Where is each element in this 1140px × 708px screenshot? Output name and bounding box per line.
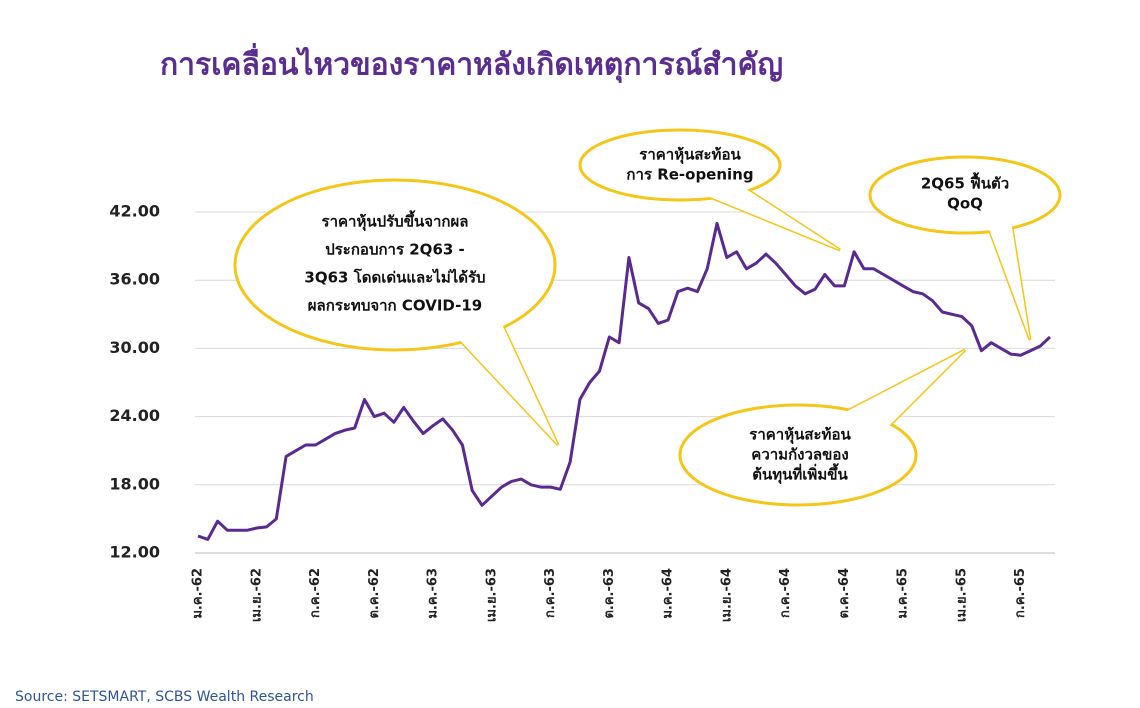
price-line — [197, 221, 1052, 541]
x-tick-label: ต.ค.-62 — [367, 568, 382, 619]
x-tick-label: ม.ค.-65 — [896, 568, 911, 619]
annotation-text: 3Q63 โดดเด่นและไม่ได้รับ — [304, 268, 485, 287]
x-tick-label: ต.ค.-64 — [837, 568, 852, 619]
y-tick-label: 24.00 — [109, 406, 160, 425]
annotation-text: ราคาหุ้นปรับขึ้นจากผล — [322, 210, 469, 232]
x-tick-label: ก.ค.-62 — [308, 568, 323, 618]
x-tick-label: ก.ค.-64 — [778, 568, 793, 618]
y-tick-label: 18.00 — [109, 474, 160, 493]
annotation-text: การ Re-opening — [626, 166, 753, 184]
x-tick-label: ม.ค.-62 — [191, 568, 206, 619]
callout-tail-fill — [830, 350, 965, 430]
callout: 2Q65 ฟื้นตัว QoQ — [868, 155, 1062, 341]
callout-tail-fill — [985, 215, 1030, 340]
x-tick-label: เม.ย.-64 — [719, 568, 734, 622]
x-tick-label: ต.ค.-63 — [602, 568, 617, 619]
callout-bubble — [678, 403, 918, 507]
callout: ราคาหุ้นสะท้อน การ Re-opening — [578, 128, 841, 252]
x-tick-label: เม.ย.-65 — [954, 568, 969, 622]
y-tick-label: 30.00 — [109, 338, 160, 357]
x-tick-label: เม.ย.-63 — [484, 568, 499, 622]
y-tick-label: 42.00 — [109, 202, 160, 221]
callout-bubble — [578, 128, 782, 202]
x-tick-label: เม.ย.-62 — [249, 568, 264, 622]
annotation-text: ราคาหุ้นสะท้อน — [749, 426, 851, 445]
annotation-text: 2Q65 ฟื้นตัว — [921, 172, 1009, 193]
callout-bubble — [233, 178, 557, 352]
annotation-text: ประกอบการ 2Q63 - — [325, 241, 465, 259]
x-tick-label: ม.ค.-63 — [426, 568, 441, 619]
annotation-text: ราคาหุ้นสะท้อน — [639, 146, 741, 165]
callout-tail-fill — [860, 400, 895, 435]
callout-tail-fill — [705, 185, 840, 250]
annotation-text: ความกังวลของ — [751, 446, 848, 464]
callout: ราคาหุ้นสะท้อน ความกังวลของ ต้นทุนที่เพิ… — [678, 348, 967, 507]
x-tick-label: ม.ค.-64 — [661, 568, 676, 619]
y-tick-label: 36.00 — [109, 270, 160, 289]
x-tick-label: ก.ค.-63 — [543, 568, 558, 618]
chart-title: การเคลื่อนไหวของราคาหลังเกิดเหตุการณ์สำค… — [160, 43, 783, 84]
annotation-text: ผลกระทบจาก COVID-19 — [308, 297, 482, 315]
y-tick-label: 12.00 — [109, 543, 160, 562]
source-note: Source: SETSMART, SCBS Wealth Research — [15, 689, 314, 705]
callout-tail-fill — [455, 320, 558, 445]
callout: ราคาหุ้นปรับขึ้นจากผล ประกอบการ 2Q63 - 3… — [233, 178, 560, 447]
x-tick-label: ก.ค.-65 — [1013, 568, 1028, 618]
annotation-text: QoQ — [947, 195, 983, 213]
callout-bubble — [868, 155, 1062, 235]
annotation-text: ต้นทุนที่เพิ่มขึ้น — [752, 463, 848, 485]
